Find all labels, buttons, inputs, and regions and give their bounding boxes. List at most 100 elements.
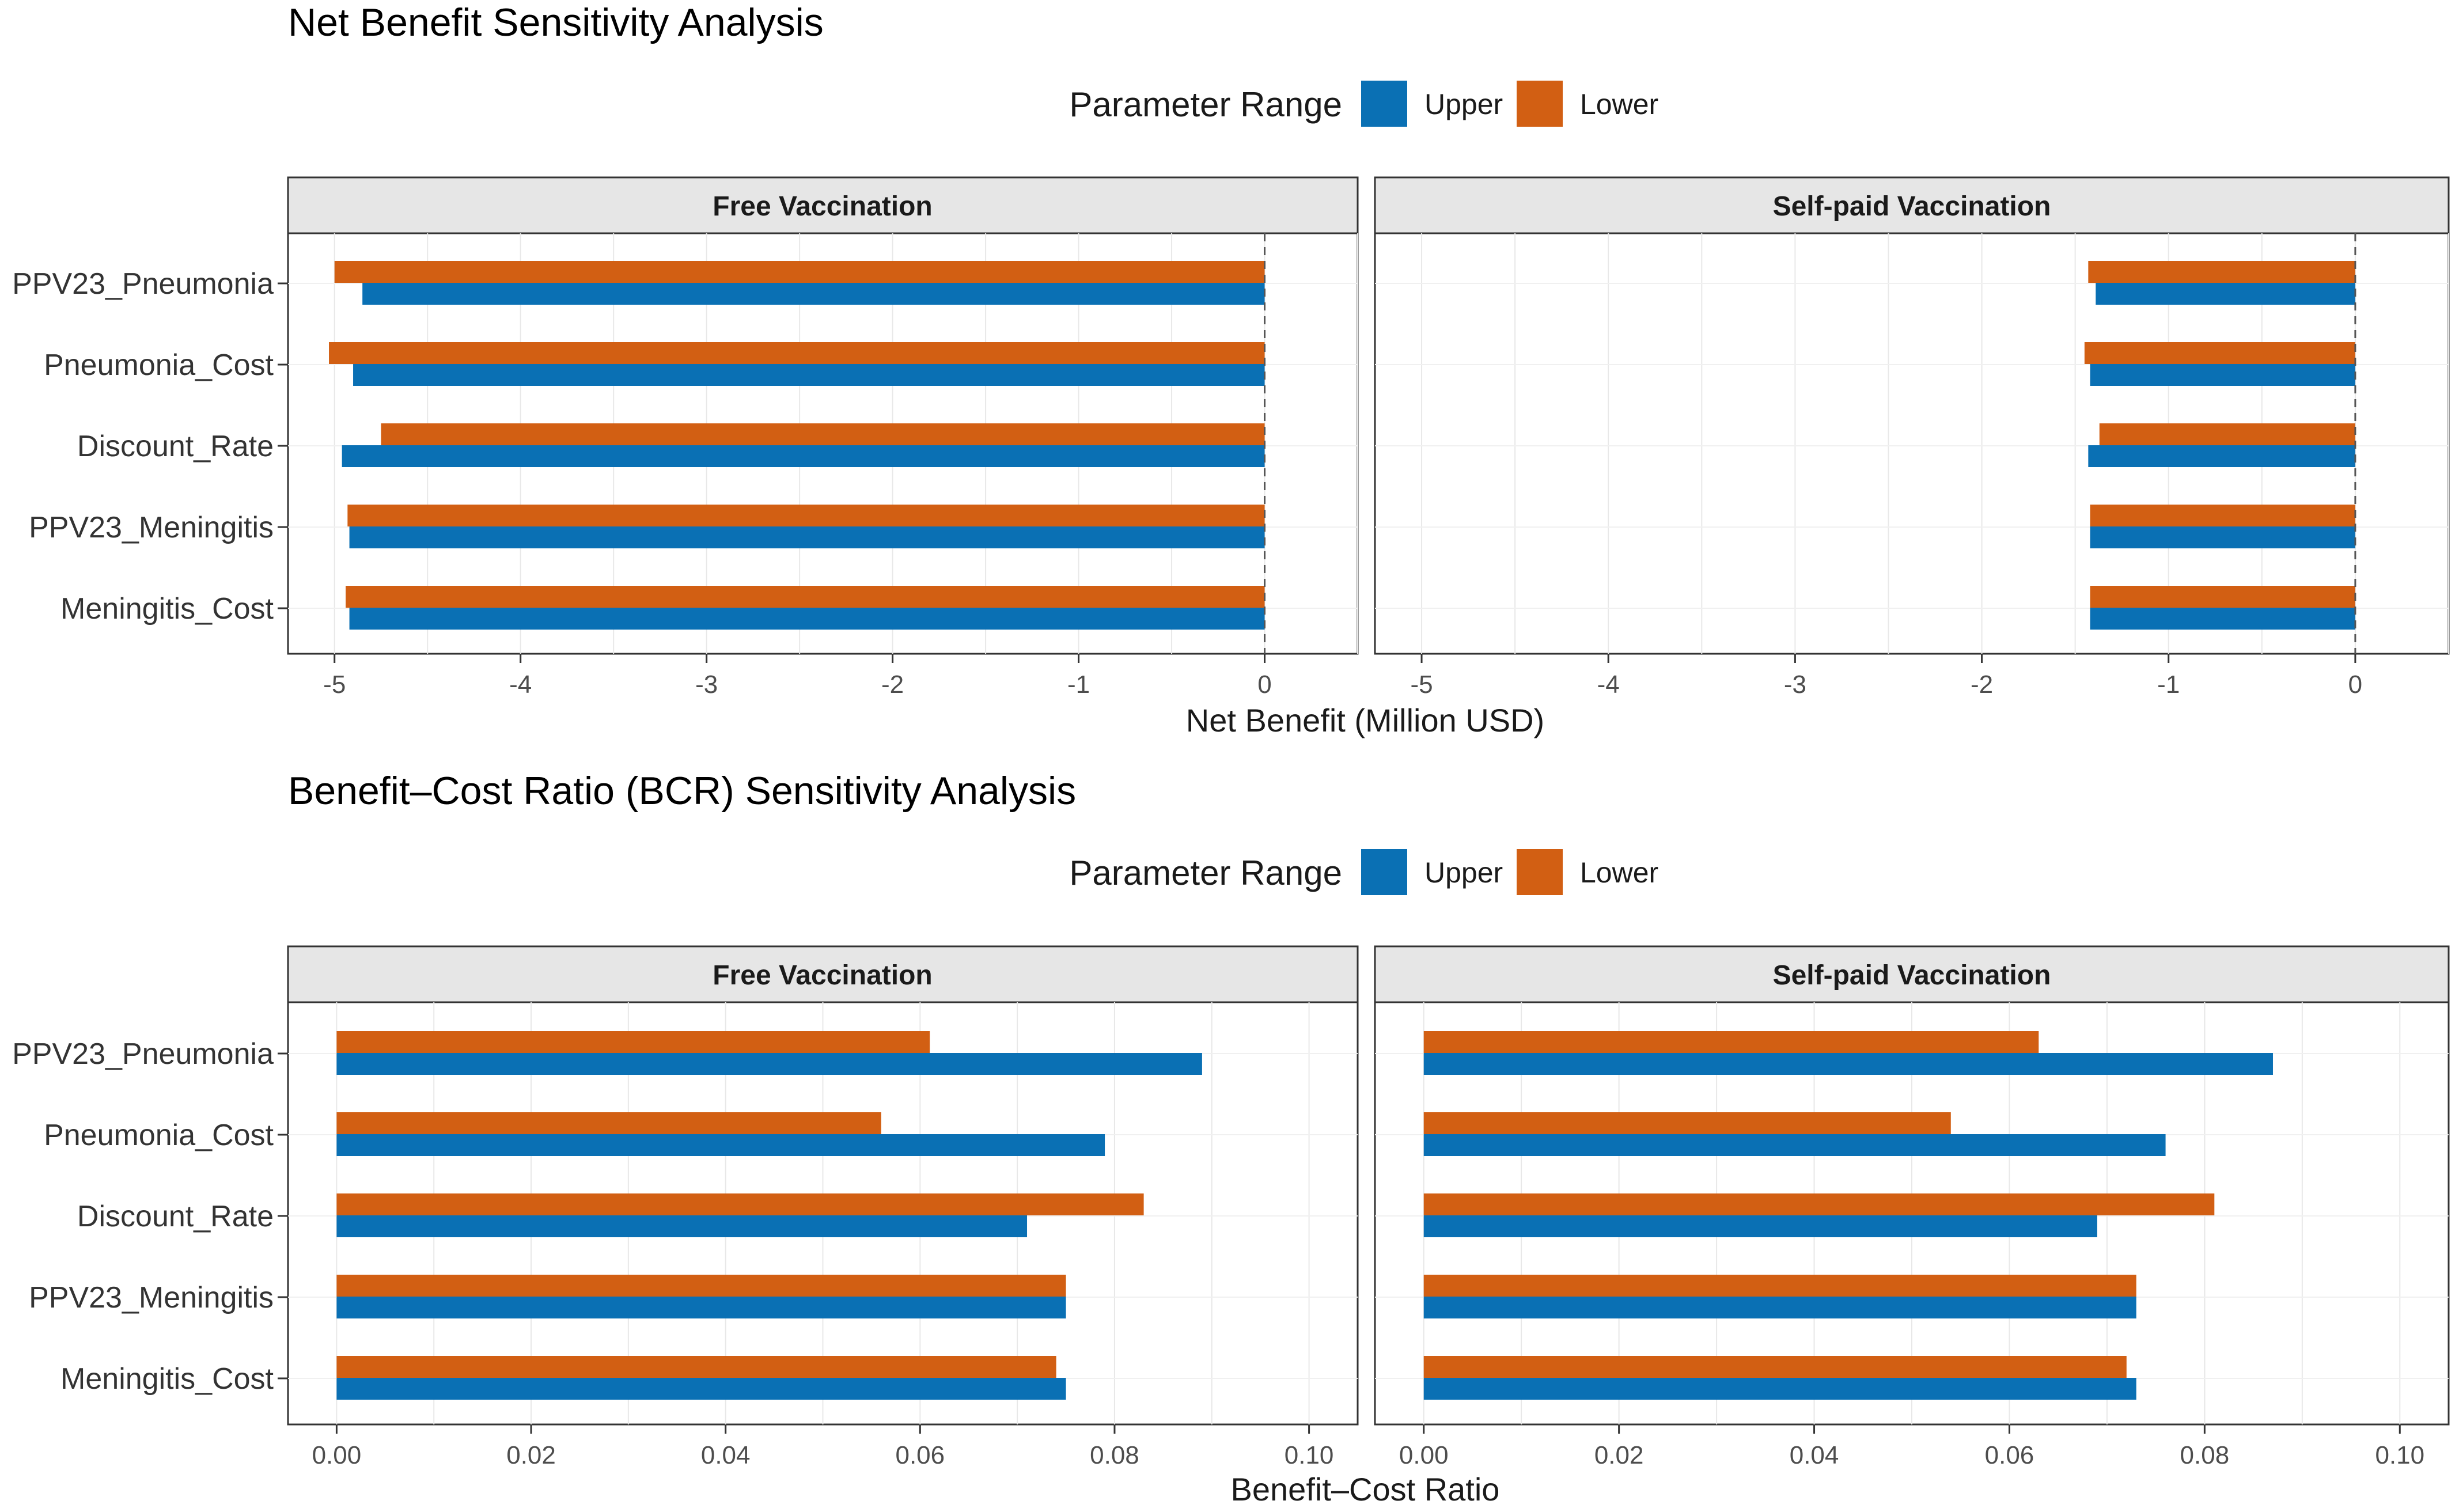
bar-upper bbox=[1423, 1215, 2097, 1237]
strip-background bbox=[287, 945, 1359, 1003]
x-tick-label: 0.02 bbox=[506, 1441, 556, 1469]
bar-lower bbox=[1423, 1275, 2136, 1297]
legend: Parameter Range Upper Lower bbox=[1069, 81, 1658, 127]
y-tick-label: Discount_Rate bbox=[77, 1200, 274, 1233]
bar-upper bbox=[2090, 364, 2355, 386]
y-tick-label: Discount_Rate bbox=[77, 430, 274, 463]
x-tick-label: 0.06 bbox=[1985, 1441, 2034, 1469]
legend-swatch-lower bbox=[1517, 849, 1563, 895]
x-tick-label: -3 bbox=[1784, 670, 1806, 699]
bar-lower bbox=[329, 342, 1265, 364]
bar-lower bbox=[381, 423, 1265, 445]
legend-label-upper: Upper bbox=[1424, 857, 1503, 889]
bar-upper bbox=[1423, 1053, 2273, 1075]
strip-title: Free Vaccination bbox=[713, 960, 933, 991]
y-tick-label: PPV23_Meningitis bbox=[29, 511, 274, 544]
y-tick-label: Meningitis_Cost bbox=[60, 592, 274, 626]
bars bbox=[2084, 261, 2355, 630]
y-tick-label: Pneumonia_Cost bbox=[44, 348, 274, 382]
bar-lower bbox=[334, 261, 1265, 283]
x-tick-label: 0.04 bbox=[1790, 1441, 1839, 1469]
x-tick-label: 0.08 bbox=[2180, 1441, 2230, 1469]
x-axis-ticks: 0.00 0.02 0.04 0.06 0.08 0.10 bbox=[1399, 1424, 2424, 1469]
legend-label-lower: Lower bbox=[1580, 857, 1658, 889]
net-benefit-chart: Net Benefit Sensitivity Analysis Paramet… bbox=[12, 1, 2450, 738]
bar-upper bbox=[362, 283, 1265, 305]
y-tick-label: PPV23_Meningitis bbox=[29, 1281, 274, 1314]
legend-label-upper: Upper bbox=[1424, 88, 1503, 120]
x-tick-label: 0.00 bbox=[312, 1441, 362, 1469]
strip-background bbox=[1374, 176, 2450, 234]
bar-lower bbox=[1423, 1031, 2039, 1053]
bar-lower bbox=[346, 586, 1265, 608]
bar-upper bbox=[1423, 1134, 2166, 1156]
x-axis-ticks: -5 -4 -3 -2 -1 0 bbox=[323, 654, 1272, 699]
x-tick-label: 0.00 bbox=[1399, 1441, 1449, 1469]
bars bbox=[336, 1031, 1202, 1400]
x-tick-label: 0.08 bbox=[1090, 1441, 1139, 1469]
bar-upper bbox=[349, 608, 1265, 630]
bar-lower bbox=[2090, 505, 2355, 526]
bar-lower bbox=[336, 1112, 881, 1134]
bar-upper bbox=[349, 526, 1265, 548]
x-tick-label: -5 bbox=[323, 670, 346, 699]
y-tick-label: Pneumonia_Cost bbox=[44, 1119, 274, 1152]
chart-title: Benefit–Cost Ratio (BCR) Sensitivity Ana… bbox=[288, 769, 1076, 813]
x-tick-label: -1 bbox=[1067, 670, 1090, 699]
panel-self-paid-vaccination: Self-paid Vaccination 0.00 0.02 0.04 0.06 0.… bbox=[1374, 945, 2450, 1469]
legend: Parameter Range Upper Lower bbox=[1069, 849, 1658, 895]
x-tick-label: 0.04 bbox=[701, 1441, 751, 1469]
x-axis-ticks: 0.00 0.02 0.04 0.06 0.08 0.10 bbox=[312, 1424, 1333, 1469]
bar-upper bbox=[2090, 608, 2355, 630]
panel-free-vaccination: Free Vaccination -5 -4 -3 -2 -1 0 bbox=[287, 176, 1359, 699]
strip-background bbox=[287, 176, 1359, 234]
panel-free-vaccination: Free Vaccination 0.00 0.02 0.04 0.06 0.08 0.1… bbox=[287, 945, 1359, 1469]
strip-title: Self-paid Vaccination bbox=[1773, 191, 2051, 222]
strip-title: Free Vaccination bbox=[713, 191, 933, 222]
y-tick-label: PPV23_Pneumonia bbox=[12, 1037, 274, 1071]
x-tick-label: -2 bbox=[1971, 670, 1993, 699]
bcr-chart: Benefit–Cost Ratio (BCR) Sensitivity Ana… bbox=[12, 769, 2450, 1507]
x-tick-label: 0 bbox=[2348, 670, 2362, 699]
bar-upper bbox=[336, 1053, 1202, 1075]
x-tick-label: 0.10 bbox=[2375, 1441, 2424, 1469]
x-tick-label: -5 bbox=[1410, 670, 1433, 699]
legend-label-lower: Lower bbox=[1580, 88, 1658, 120]
x-tick-label: -1 bbox=[2157, 670, 2180, 699]
x-tick-label: -4 bbox=[509, 670, 532, 699]
x-tick-label: 0.06 bbox=[895, 1441, 945, 1469]
bar-lower bbox=[1423, 1193, 2215, 1215]
legend-swatch-upper bbox=[1361, 849, 1407, 895]
bar-upper bbox=[342, 445, 1265, 467]
x-axis-title: Benefit–Cost Ratio bbox=[1231, 1471, 1500, 1507]
bar-lower bbox=[347, 505, 1265, 526]
bars bbox=[329, 261, 1265, 630]
bar-upper bbox=[336, 1297, 1066, 1318]
bars bbox=[1423, 1031, 2273, 1400]
bar-lower bbox=[2084, 342, 2355, 364]
bar-lower bbox=[1423, 1112, 1951, 1134]
x-tick-label: -3 bbox=[695, 670, 718, 699]
bar-upper bbox=[353, 364, 1265, 386]
y-axis-labels: PPV23_Pneumonia Pneumonia_Cost Discount_Ra… bbox=[12, 1037, 288, 1396]
y-tick-label: Meningitis_Cost bbox=[60, 1362, 274, 1396]
bar-lower bbox=[336, 1356, 1056, 1378]
x-tick-label: -2 bbox=[881, 670, 904, 699]
bar-upper bbox=[2096, 283, 2355, 305]
legend-title: Parameter Range bbox=[1069, 854, 1342, 892]
x-tick-label: -4 bbox=[1597, 670, 1620, 699]
x-tick-label: 0 bbox=[1257, 670, 1271, 699]
bar-upper bbox=[336, 1215, 1028, 1237]
panel-self-paid-vaccination: Self-paid Vaccination -5 -4 -3 -2 -1 0 bbox=[1374, 176, 2450, 699]
bar-upper bbox=[336, 1378, 1066, 1400]
bar-lower bbox=[2088, 261, 2355, 283]
x-axis-ticks: -5 -4 -3 -2 -1 0 bbox=[1410, 654, 2362, 699]
bar-upper bbox=[2090, 526, 2355, 548]
y-tick-label: PPV23_Pneumonia bbox=[12, 267, 274, 301]
strip-background bbox=[1374, 945, 2450, 1003]
chart-title: Net Benefit Sensitivity Analysis bbox=[288, 1, 824, 44]
y-axis-labels: PPV23_Pneumonia Pneumonia_Cost Discount_Ra… bbox=[12, 267, 288, 626]
x-tick-label: 0.02 bbox=[1594, 1441, 1644, 1469]
bar-lower bbox=[336, 1031, 930, 1053]
legend-swatch-lower bbox=[1517, 81, 1563, 127]
